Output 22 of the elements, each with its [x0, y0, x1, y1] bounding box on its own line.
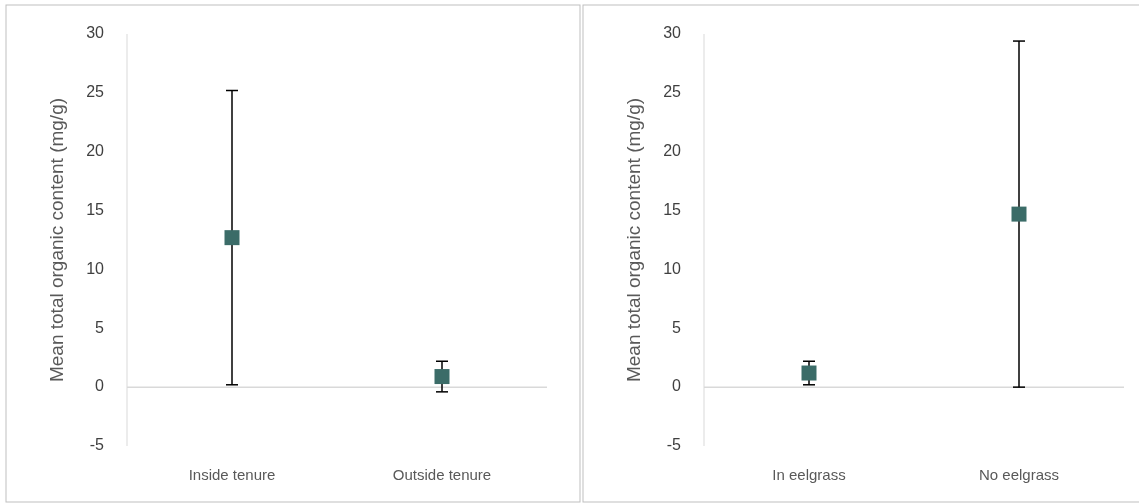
y-axis-title: Mean total organic content (mg/g)	[46, 97, 68, 383]
y-tick-label: -5	[666, 436, 682, 454]
y-axis-title: Mean total organic content (mg/g)	[623, 97, 645, 383]
y-tick-label: 20	[663, 141, 682, 159]
y-tick-label: 15	[86, 200, 105, 218]
y-tick-label: -5	[89, 436, 105, 454]
y-tick-label: 25	[663, 83, 682, 101]
y-tick-label: 5	[95, 318, 105, 336]
y-tick-label: 10	[663, 259, 682, 277]
x-tick-label: No eelgrass	[978, 465, 1060, 483]
y-tick-label: 0	[672, 377, 682, 395]
x-tick-label: Outside tenure	[392, 465, 492, 483]
y-tick-label: 0	[95, 377, 105, 395]
y-tick-label: 5	[672, 318, 682, 336]
y-tick-label: 25	[86, 83, 105, 101]
y-tick-label: 30	[663, 24, 682, 42]
y-tick-label: 15	[663, 200, 682, 218]
y-tick-label: 30	[86, 24, 105, 42]
x-tick-label: In eelgrass	[772, 465, 846, 483]
y-tick-label: 20	[86, 141, 105, 159]
y-tick-label: 10	[86, 259, 105, 277]
x-tick-label: Inside tenure	[188, 465, 276, 483]
